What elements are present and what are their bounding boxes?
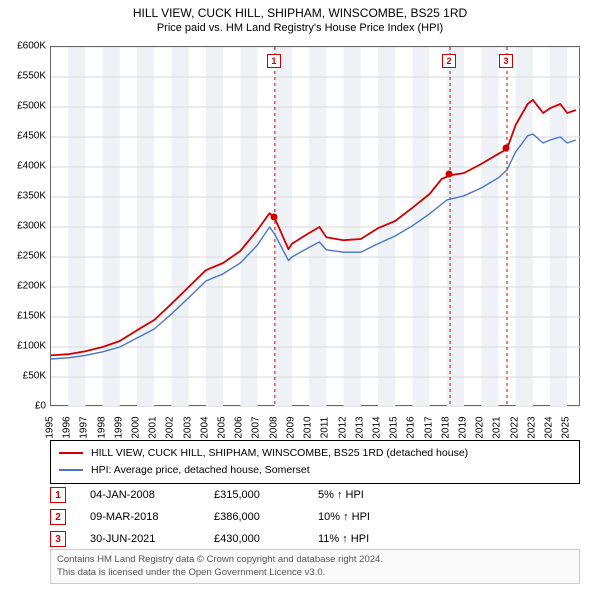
event-marker-box: 2: [442, 54, 456, 68]
x-tick-label: 2023: [526, 416, 537, 438]
x-tick-label: 2003: [182, 416, 193, 438]
marker-price: £386,000: [214, 511, 294, 523]
x-tick-label: 2015: [389, 416, 400, 438]
markers-table: 1 04-JAN-2008 £315,000 5% ↑ HPI 2 09-MAR…: [50, 484, 580, 550]
legend-label: HILL VIEW, CUCK HILL, SHIPHAM, WINSCOMBE…: [91, 445, 468, 462]
marker-row: 3 30-JUN-2021 £430,000 11% ↑ HPI: [50, 528, 580, 550]
x-tick-label: 1999: [113, 416, 124, 438]
x-tick-label: 2016: [406, 416, 417, 438]
marker-row: 1 04-JAN-2008 £315,000 5% ↑ HPI: [50, 484, 580, 506]
x-tick-label: 2018: [440, 416, 451, 438]
x-tick-label: 2017: [423, 416, 434, 438]
marker-price: £430,000: [214, 533, 294, 545]
marker-number-box: 3: [50, 531, 66, 547]
x-tick-label: 2008: [268, 416, 279, 438]
marker-date: 30-JUN-2021: [90, 533, 190, 545]
marker-date: 09-MAR-2018: [90, 511, 190, 523]
x-tick-label: 2006: [234, 416, 245, 438]
legend-swatch: [59, 452, 83, 454]
legend-item: HPI: Average price, detached house, Some…: [59, 462, 571, 479]
y-tick-label: £550K: [17, 71, 46, 82]
y-tick-label: £100K: [17, 341, 46, 352]
x-tick-label: 2009: [285, 416, 296, 438]
chart-subtitle: Price paid vs. HM Land Registry's House …: [0, 22, 600, 38]
x-tick-label: 2014: [371, 416, 382, 438]
x-tick-label: 2013: [354, 416, 365, 438]
y-tick-label: £600K: [17, 41, 46, 52]
x-tick-label: 2024: [544, 416, 555, 438]
event-marker-box: 3: [499, 54, 513, 68]
x-tick-label: 2000: [131, 416, 142, 438]
chart-svg: [51, 47, 581, 407]
x-tick-label: 1996: [62, 416, 73, 438]
marker-pct: 10% ↑ HPI: [318, 511, 458, 523]
y-tick-label: £150K: [17, 311, 46, 322]
y-tick-label: £300K: [17, 221, 46, 232]
x-tick-label: 1995: [45, 416, 56, 438]
y-tick-label: £50K: [23, 371, 46, 382]
x-tick-label: 2002: [165, 416, 176, 438]
event-marker-box: 1: [267, 54, 281, 68]
x-tick-label: 2010: [303, 416, 314, 438]
x-tick-label: 2012: [337, 416, 348, 438]
sale-point-dot: [503, 145, 510, 152]
y-tick-label: £400K: [17, 161, 46, 172]
x-tick-label: 2025: [561, 416, 572, 438]
y-tick-label: £250K: [17, 251, 46, 262]
marker-pct: 11% ↑ HPI: [318, 533, 458, 545]
x-tick-label: 2022: [509, 416, 520, 438]
y-tick-label: £500K: [17, 101, 46, 112]
footer-line: This data is licensed under the Open Gov…: [57, 567, 573, 579]
x-tick-label: 2001: [148, 416, 159, 438]
marker-number-box: 1: [50, 487, 66, 503]
x-tick-label: 1997: [79, 416, 90, 438]
sale-point-dot: [270, 214, 277, 221]
marker-price: £315,000: [214, 489, 294, 501]
legend-item: HILL VIEW, CUCK HILL, SHIPHAM, WINSCOMBE…: [59, 445, 571, 462]
legend-swatch: [59, 469, 83, 471]
footer-line: Contains HM Land Registry data © Crown c…: [57, 554, 573, 566]
x-tick-label: 1998: [96, 416, 107, 438]
marker-row: 2 09-MAR-2018 £386,000 10% ↑ HPI: [50, 506, 580, 528]
chart-title: HILL VIEW, CUCK HILL, SHIPHAM, WINSCOMBE…: [0, 0, 600, 22]
sale-point-dot: [446, 171, 453, 178]
y-tick-label: £200K: [17, 281, 46, 292]
legend: HILL VIEW, CUCK HILL, SHIPHAM, WINSCOMBE…: [50, 440, 580, 484]
x-tick-label: 2007: [251, 416, 262, 438]
x-tick-label: 2004: [199, 416, 210, 438]
chart-container: HILL VIEW, CUCK HILL, SHIPHAM, WINSCOMBE…: [0, 0, 600, 590]
footer-notice: Contains HM Land Registry data © Crown c…: [50, 549, 580, 584]
y-tick-label: £450K: [17, 131, 46, 142]
y-tick-label: £350K: [17, 191, 46, 202]
x-tick-label: 2021: [492, 416, 503, 438]
y-tick-label: £0: [35, 401, 46, 412]
plot-area: [50, 46, 580, 406]
marker-number-box: 2: [50, 509, 66, 525]
legend-label: HPI: Average price, detached house, Some…: [91, 462, 310, 479]
x-tick-label: 2011: [320, 417, 331, 439]
x-tick-label: 2005: [217, 416, 228, 438]
x-tick-label: 2019: [457, 416, 468, 438]
marker-pct: 5% ↑ HPI: [318, 489, 458, 501]
x-tick-label: 2020: [475, 416, 486, 438]
marker-date: 04-JAN-2008: [90, 489, 190, 501]
